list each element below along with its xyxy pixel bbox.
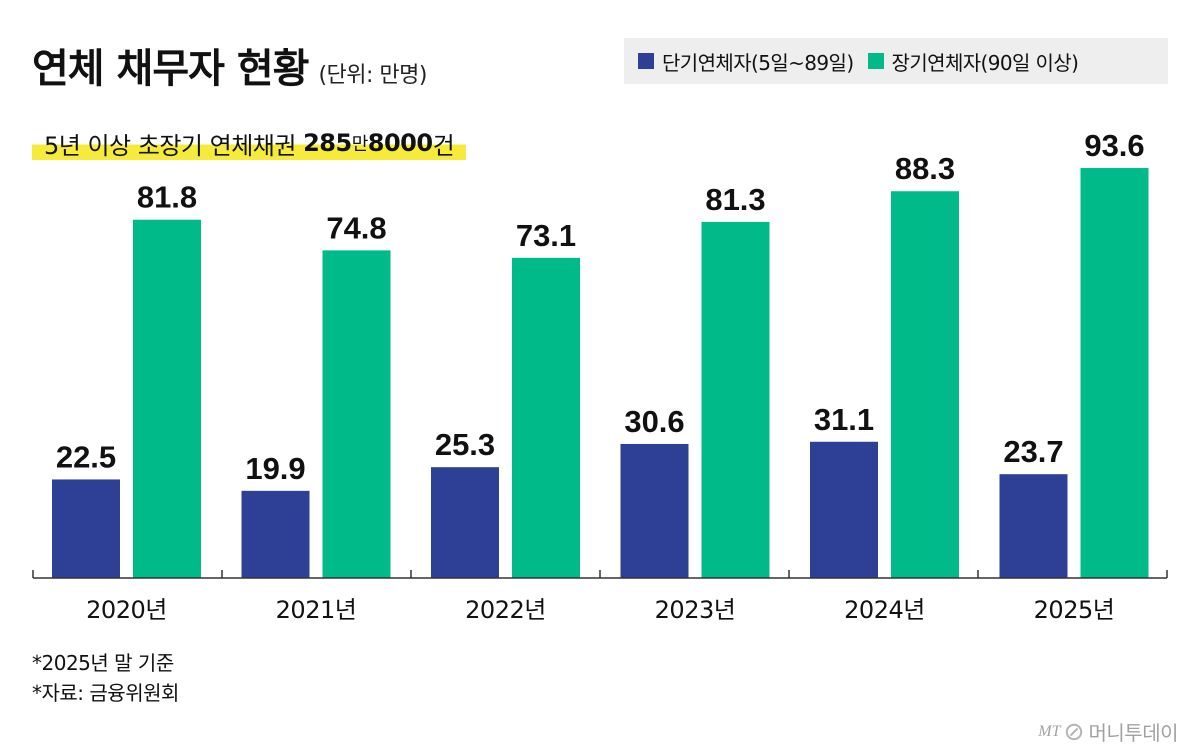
legend-swatch-short-term <box>638 53 654 69</box>
highlight-subtitle: 5년 이상 초장기 연체채권 285 만 8000 건 <box>32 126 467 160</box>
value-label-short-term-2025년: 23.7 <box>1003 434 1063 469</box>
value-label-long-term-2020년: 81.8 <box>137 180 197 215</box>
subtitle-number-2: 8000 <box>367 129 433 157</box>
value-label-short-term-2021년: 19.9 <box>245 451 305 486</box>
legend-item-short-term: 단기연체자(5일~89일) <box>638 47 854 76</box>
value-label-short-term-2022년: 25.3 <box>435 427 495 462</box>
footnotes: *2025년 말 기준 *자료: 금융위원회 <box>32 648 179 708</box>
value-label-short-term-2023년: 30.6 <box>624 404 684 439</box>
bar-short-term-2024년 <box>810 441 878 578</box>
category-label-2022년: 2022년 <box>465 596 546 624</box>
subtitle-number-1: 285 <box>303 129 352 157</box>
footnote-source: *자료: 금융위원회 <box>32 681 179 705</box>
legend: 단기연체자(5일~89일) 장기연체자(90일 이상) <box>624 38 1168 84</box>
chart-title: 연체 채무자 현황 <box>32 46 309 92</box>
value-label-long-term-2022년: 73.1 <box>516 218 576 253</box>
bar-long-term-2020년 <box>133 219 201 578</box>
legend-swatch-long-term <box>867 53 884 69</box>
bar-short-term-2023년 <box>620 443 689 578</box>
brand-watermark: MT 머니투데이 <box>1038 717 1178 746</box>
subtitle-suffix: 건 <box>432 131 455 160</box>
value-label-short-term-2024년: 31.1 <box>814 402 874 437</box>
bar-long-term-2024년 <box>891 191 959 578</box>
legend-label-short-term: 단기연체자(5일~89일) <box>662 50 854 75</box>
bar-long-term-2025년 <box>1080 168 1149 579</box>
subtitle-prefix: 5년 이상 초장기 연체채권 <box>44 131 304 160</box>
unit-label: (단위: 만명) <box>318 63 427 88</box>
bar-short-term-2021년 <box>241 490 310 578</box>
legend-label-long-term: 장기연체자(90일 이상) <box>891 50 1079 75</box>
bar-short-term-2025년 <box>999 474 1068 578</box>
value-label-long-term-2024년: 88.3 <box>895 151 955 186</box>
bar-long-term-2023년 <box>701 221 770 578</box>
category-label-2024년: 2024년 <box>844 596 925 624</box>
footnote-basis: *2025년 말 기준 <box>32 651 174 675</box>
category-label-2021년: 2021년 <box>276 596 357 624</box>
brand-logo-icon <box>1065 723 1082 740</box>
bar-short-term-2022년 <box>431 467 499 578</box>
bar-long-term-2022년 <box>512 257 580 578</box>
bar-short-term-2020년 <box>52 479 120 578</box>
category-label-2020년: 2020년 <box>86 596 167 624</box>
value-label-long-term-2023년: 81.3 <box>705 182 765 217</box>
title-block: 연체 채무자 현황 (단위: 만명) <box>32 36 427 94</box>
value-label-long-term-2025년: 93.6 <box>1084 128 1144 163</box>
category-label-2023년: 2023년 <box>655 596 736 624</box>
legend-item-long-term: 장기연체자(90일 이상) <box>867 47 1079 76</box>
subtitle-unit-man: 만 <box>351 134 369 155</box>
value-label-short-term-2020년: 22.5 <box>56 439 116 474</box>
brand-name: 머니투데이 <box>1088 721 1179 745</box>
brand-mt: MT <box>1038 722 1061 740</box>
category-label-2025년: 2025년 <box>1034 596 1115 624</box>
bar-chart: 22.5 81.8 2020년 19.9 74.8 2021년 25.3 73.1 2022년 3… <box>32 128 1168 624</box>
bar-long-term-2021년 <box>322 250 391 578</box>
value-label-long-term-2021년: 74.8 <box>326 210 386 245</box>
